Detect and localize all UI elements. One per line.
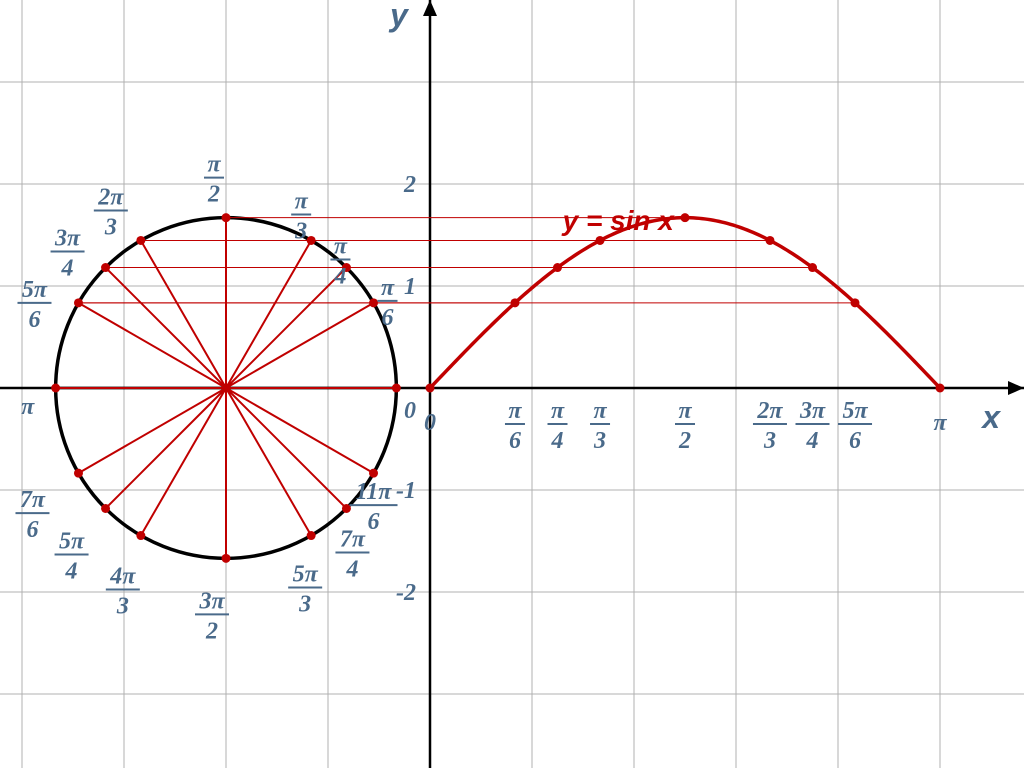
svg-text:4: 4 <box>65 558 78 584</box>
svg-text:4: 4 <box>61 256 74 282</box>
svg-text:3: 3 <box>593 428 606 454</box>
svg-text:3π: 3π <box>799 398 826 424</box>
svg-text:2: 2 <box>678 428 691 454</box>
svg-text:π: π <box>593 398 607 424</box>
y-tick-label: 2 <box>403 172 416 198</box>
svg-text:π: π <box>295 188 309 214</box>
y-axis-label: y <box>388 0 410 33</box>
svg-text:6: 6 <box>368 509 380 535</box>
svg-text:3: 3 <box>104 214 117 240</box>
svg-text:6: 6 <box>509 428 521 454</box>
svg-text:π: π <box>334 234 348 260</box>
svg-text:2π: 2π <box>97 184 124 210</box>
svg-text:7π: 7π <box>20 487 46 513</box>
svg-text:π: π <box>207 152 221 178</box>
svg-text:7π: 7π <box>340 526 366 552</box>
svg-text:π: π <box>551 398 565 424</box>
svg-text:π: π <box>381 275 395 301</box>
svg-text:3π: 3π <box>198 588 225 614</box>
svg-text:4: 4 <box>806 428 819 454</box>
svg-text:π: π <box>508 398 522 424</box>
svg-text:5π: 5π <box>293 562 319 588</box>
svg-text:2π: 2π <box>756 398 783 424</box>
svg-text:6: 6 <box>26 517 38 543</box>
x-axis-label: x <box>980 399 1001 435</box>
y-tick-label: 1 <box>404 274 416 300</box>
svg-text:6: 6 <box>849 428 861 454</box>
svg-text:4: 4 <box>551 428 564 454</box>
svg-text:3: 3 <box>298 592 311 618</box>
svg-text:0: 0 <box>424 410 436 436</box>
svg-text:3: 3 <box>116 594 129 620</box>
svg-text:5π: 5π <box>59 528 85 554</box>
svg-text:2: 2 <box>207 182 220 208</box>
svg-text:π: π <box>21 394 35 420</box>
svg-text:11π: 11π <box>356 479 393 505</box>
svg-text:4: 4 <box>345 556 358 582</box>
svg-text:3π: 3π <box>54 226 81 252</box>
svg-text:4π: 4π <box>109 564 136 590</box>
svg-text:6: 6 <box>28 307 40 333</box>
svg-text:2: 2 <box>205 618 218 644</box>
svg-text:5π: 5π <box>842 398 868 424</box>
svg-text:5π: 5π <box>22 277 48 303</box>
sine-construction-chart: yx210-1-2y = sin xπ6π4π3π22π33π45π6π7π65… <box>0 0 1024 768</box>
svg-text:3: 3 <box>763 428 776 454</box>
y-tick-label: 0 <box>404 398 416 424</box>
y-tick-label: -2 <box>396 580 416 606</box>
y-tick-label: -1 <box>396 478 416 504</box>
svg-text:6: 6 <box>382 305 394 331</box>
svg-text:π: π <box>933 410 947 436</box>
svg-text:π: π <box>678 398 692 424</box>
